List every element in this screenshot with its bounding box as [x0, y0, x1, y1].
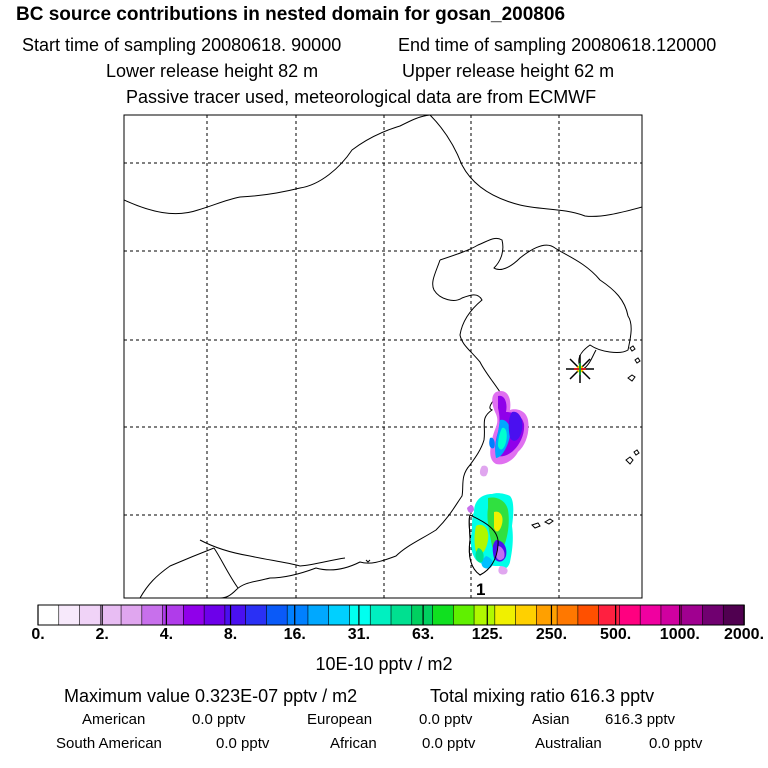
colorbar-cell — [203, 604, 226, 626]
region-value: 0.0 pptv — [216, 735, 270, 752]
colorbar-cell — [452, 604, 475, 626]
colorbar-cell — [369, 604, 392, 626]
colorbar-cell — [556, 604, 579, 626]
colorbar-cell — [37, 604, 60, 626]
region-value: 0.0 pptv — [422, 735, 476, 752]
colorbar-cell — [266, 604, 288, 626]
colorbar-cell — [286, 604, 309, 626]
colorbar-cell — [536, 604, 558, 626]
region-value: 0.0 pptv — [419, 711, 473, 728]
colorbar-tick-label: 125. — [471, 626, 503, 643]
lower-height-label: Lower release height 82 m — [106, 61, 319, 81]
colorbar-cell — [722, 604, 745, 626]
coast-overlay — [468, 514, 499, 576]
colorbar-cell — [598, 604, 621, 626]
colorbar-cell — [432, 604, 455, 626]
tracer-note: Passive tracer used, meteorological data… — [126, 87, 597, 107]
colorbar-cell — [328, 604, 351, 626]
colorbar-cell — [515, 604, 538, 626]
region-value: 0.0 pptv — [649, 735, 703, 752]
region-name: Australian — [535, 735, 602, 752]
colorbar-cell — [660, 604, 683, 626]
colorbar-tick-label: 0. — [31, 626, 45, 643]
colorbar-cell — [120, 604, 143, 626]
colorbar-cell — [494, 604, 517, 626]
release-point-marker: 1 — [476, 580, 485, 599]
colorbar-cell — [473, 604, 496, 626]
colorbar-tick-label: 4. — [159, 626, 174, 643]
colorbar-tick-label: 63. — [411, 626, 435, 643]
region-value: 616.3 pptv — [605, 711, 676, 728]
colorbar-cell — [390, 604, 413, 626]
maximum-value: Maximum value 0.323E-07 pptv / m2 — [64, 686, 358, 706]
map-gridlines — [124, 115, 642, 598]
end-time-label: End time of sampling 20080618.120000 — [398, 35, 717, 55]
start-time-label: Start time of sampling 20080618. 90000 — [22, 35, 342, 55]
total-mixing-ratio: Total mixing ratio 616.3 pptv — [430, 686, 655, 706]
upper-height-label: Upper release height 62 m — [402, 61, 615, 81]
colorbar-cell — [619, 604, 641, 626]
colorbar-cell — [79, 604, 102, 626]
colorbar-tick-label: 16. — [283, 626, 306, 643]
map-frame — [123, 114, 643, 599]
region-name: Asian — [532, 711, 570, 728]
colorbar-cell — [639, 604, 662, 626]
colorbar-tick-label: 8. — [223, 626, 238, 643]
colorbar-tick-label: 250. — [535, 626, 568, 643]
colorbar-cell — [681, 604, 704, 626]
region-name: South American — [56, 735, 162, 752]
colorbar-cell — [245, 604, 268, 626]
region-value: 0.0 pptv — [192, 711, 246, 728]
region-name: European — [307, 711, 373, 728]
colorbar-tick-label: 31. — [347, 626, 371, 643]
colorbar-cell — [702, 604, 725, 626]
region-name: American — [82, 711, 146, 728]
region-name: African — [330, 735, 377, 752]
colorbar-tick-label: 2000. — [723, 626, 765, 643]
colorbar-cell — [141, 604, 164, 626]
colorbar-tick-label: 500. — [600, 626, 632, 643]
station-star-icon — [566, 355, 594, 383]
colorbar-unit: 10E-10 pptv / m2 — [315, 654, 453, 674]
colorbar-cell — [577, 604, 600, 626]
colorbar-cell — [307, 604, 330, 626]
colorbar-cell — [58, 604, 81, 626]
colorbar-cell — [224, 604, 247, 626]
colorbar-tick-label: 2. — [95, 626, 109, 643]
colorbar-cell — [411, 604, 434, 626]
colorbar-cell — [99, 604, 122, 626]
colorbar-tick-label: 1000. — [659, 626, 700, 643]
concentration-plume — [467, 390, 529, 575]
colorbar-cell — [183, 604, 205, 626]
colorbar-cell — [349, 604, 372, 626]
chart-title: BC source contributions in nested domain… — [16, 4, 566, 25]
